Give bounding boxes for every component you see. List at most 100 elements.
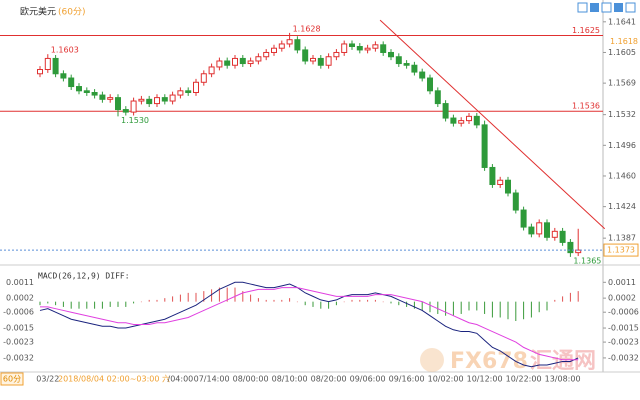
candle-body (372, 44, 379, 49)
candle-body (68, 77, 75, 88)
candle-body (349, 43, 355, 48)
timeframe[interactable]: 60分 (3, 375, 21, 384)
macd-bar (78, 301, 80, 309)
watermark: FX678 (450, 349, 528, 374)
candle-body (442, 103, 449, 119)
cursor-label: 2018/08/04 02:00~03:00 六 (58, 374, 170, 384)
candle-body (44, 57, 51, 71)
candle-body (193, 81, 199, 94)
macd-bar (179, 294, 181, 302)
macd-bar (101, 301, 103, 309)
chart-subtitle: (60分) (58, 7, 85, 18)
candle-body (302, 49, 309, 62)
tool-icon[interactable] (601, 2, 612, 13)
macd-bar (374, 299, 376, 302)
macd-bar (250, 294, 252, 302)
macd-bar (140, 301, 142, 303)
candle-body (278, 43, 285, 49)
candle-body (239, 57, 246, 65)
candle-body (544, 222, 550, 238)
tool-icon[interactable] (590, 3, 599, 12)
y-tick-label: -0.0032 (3, 353, 34, 362)
candle-body (512, 192, 519, 211)
candle-body (169, 94, 176, 102)
hline-label: 1.1625 (572, 26, 600, 35)
candle-body (481, 124, 488, 168)
macd-bar (429, 301, 431, 313)
macd-bar (296, 301, 298, 303)
macd-bar (70, 301, 72, 309)
tool-icon[interactable] (577, 2, 588, 13)
candle-body (458, 120, 465, 124)
tool-icon[interactable] (614, 3, 623, 12)
y-tick-label: 1.1460 (608, 171, 636, 180)
candle-body (208, 66, 215, 75)
candle-body (434, 90, 441, 105)
x-tick-label: 10/22:00 (506, 375, 542, 384)
macd-bar (359, 299, 361, 302)
extreme-label: 1.1530 (121, 116, 149, 125)
macd-bar (390, 301, 392, 304)
macd-bar (499, 301, 501, 318)
candle-body (200, 73, 207, 83)
candle-body (395, 56, 402, 65)
candle-body (419, 71, 426, 79)
macd-bar (257, 298, 259, 302)
macd-bar (335, 301, 337, 306)
y-tick-label: -0.0006 (3, 308, 34, 317)
macd-bar (460, 301, 462, 314)
candle-body (146, 98, 153, 105)
candle-body (551, 230, 558, 238)
y-tick-label: 0.0002 (608, 294, 636, 303)
macd-bar (491, 301, 493, 318)
y-tick-label: 1.1424 (608, 202, 636, 211)
macd-bar (125, 301, 127, 307)
macd-bar (530, 301, 532, 318)
y-tick-label: 0.0002 (6, 294, 34, 303)
macd-bar (452, 301, 454, 316)
y-tick-label: 1.1569 (608, 79, 636, 88)
y-tick-label: 0.0011 (6, 278, 34, 287)
macd-bar (406, 301, 408, 307)
macd-bar (554, 299, 556, 302)
macd-bar (281, 299, 283, 302)
macd-bar (211, 289, 213, 302)
macd-bar (218, 287, 220, 302)
candle-body (177, 90, 184, 96)
candle-body (161, 97, 168, 102)
macd-bar (577, 291, 579, 302)
candle-body (185, 90, 192, 94)
candle-body (356, 46, 363, 51)
candle-body (403, 63, 410, 66)
x-tick-label: 13/08:00 (545, 375, 581, 384)
macd-line (40, 287, 579, 361)
x-tick-label: 03/22 (36, 375, 59, 384)
x-tick-label: 08/20:00 (311, 375, 347, 384)
timeframe-box[interactable] (0, 372, 24, 386)
candle-body (138, 98, 145, 102)
macd-bar (343, 301, 345, 303)
macd-bar (523, 301, 525, 320)
y-tick-label: -0.0023 (608, 338, 639, 347)
macd-bar (133, 301, 135, 304)
macd-title: MACD(26,12,9) DIFF: (38, 272, 130, 281)
macd-bar (304, 301, 306, 306)
y-tick-label: 1.1496 (608, 141, 636, 150)
x-tick-label: 09/16:00 (389, 375, 425, 384)
candle-body (216, 60, 223, 68)
candle-body (528, 226, 535, 235)
y-tick-label: 0.0011 (608, 278, 636, 287)
macd-bar (484, 301, 486, 314)
tool-icon[interactable] (625, 2, 636, 13)
x-tick-label: 10/02:00 (428, 375, 464, 384)
candle-body (380, 44, 387, 53)
candle-body (520, 209, 527, 228)
macd-line (39, 281, 579, 368)
macd-bar (148, 299, 150, 302)
macd-bar (468, 301, 470, 311)
candle-body (224, 60, 231, 66)
candle-body (232, 57, 238, 66)
x-tick-label: /04:00 (168, 375, 194, 384)
candle-body (427, 77, 433, 92)
